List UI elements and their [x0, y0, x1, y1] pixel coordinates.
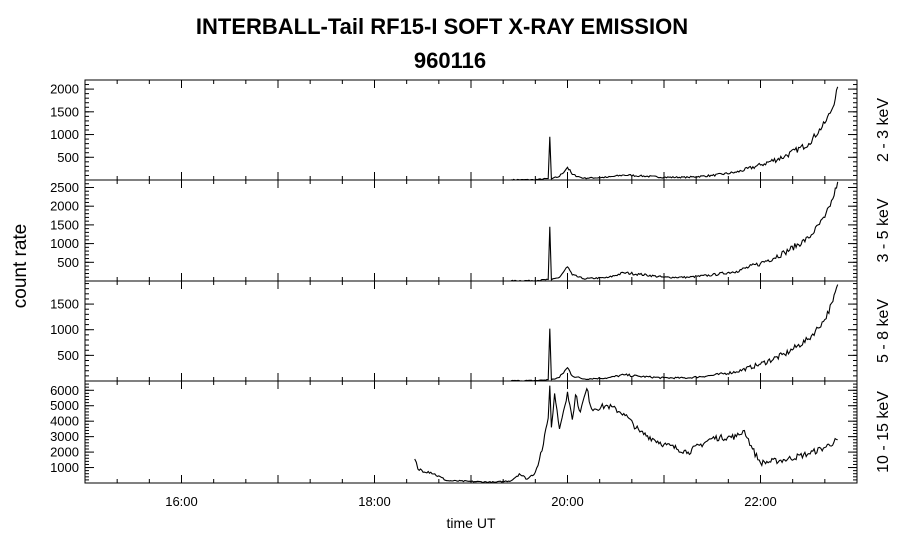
panel-frame — [84, 280, 858, 382]
y-axis-label: count rate — [10, 224, 31, 309]
series-label-1: 3 - 5 keV — [875, 198, 892, 262]
y-tick-label: 4000 — [50, 414, 79, 429]
series-label-3: 10 - 15 keV — [875, 391, 892, 473]
series-line-0 — [511, 86, 839, 181]
panel-1: 500 1000 1500 2000 2500 3 - 5 keV — [50, 179, 892, 282]
y-tick-label: 500 — [57, 150, 79, 165]
y-tick-label: 1000 — [50, 236, 79, 251]
x-tick-label: 20:00 — [551, 494, 584, 509]
series-label-2: 5 - 8 keV — [875, 299, 892, 363]
panel-frame — [84, 380, 858, 484]
y-tick-label: 500 — [57, 255, 79, 270]
y-tick-label: 2000 — [50, 199, 79, 214]
y-tick-label: 1000 — [50, 322, 79, 337]
y-tick-label: 1000 — [50, 460, 79, 475]
y-tick-label: 500 — [57, 348, 79, 363]
y-tick-label: 5000 — [50, 398, 79, 413]
panel-2: 500 1000 1500 5 - 8 keV — [50, 280, 892, 382]
x-tick-label: 18:00 — [358, 494, 391, 509]
x-tick-label: 22:00 — [744, 494, 777, 509]
series-label-0: 2 - 3 keV — [875, 98, 892, 162]
y-tick-label: 1500 — [50, 217, 79, 232]
panel-0: 500 1000 1500 2000 2 - 3 keV — [50, 79, 892, 181]
y-tick-label: 2500 — [50, 180, 79, 195]
x-axis-label: time UT — [447, 515, 496, 531]
y-tick-label: 1500 — [50, 297, 79, 312]
y-tick-label: 3000 — [50, 429, 79, 444]
series-line-1 — [511, 181, 839, 282]
y-tick-label: 1500 — [50, 104, 79, 119]
series-line-3 — [414, 385, 838, 484]
y-tick-label: 6000 — [50, 383, 79, 398]
x-tick-label: 16:00 — [165, 494, 198, 509]
panel-frame — [84, 179, 858, 282]
panel-frame — [84, 79, 858, 181]
y-tick-label: 2000 — [50, 445, 79, 460]
chart-title: INTERBALL-Tail RF15-I SOFT X-RAY EMISSIO… — [196, 14, 688, 39]
y-tick-label: 2000 — [50, 82, 79, 97]
chart-subtitle: 960116 — [414, 48, 486, 73]
panels: 500 1000 1500 2000 2 - 3 keV 500 1000 1500 2000 2… — [50, 79, 892, 509]
series-line-2 — [511, 284, 839, 382]
y-tick-label: 1000 — [50, 127, 79, 142]
